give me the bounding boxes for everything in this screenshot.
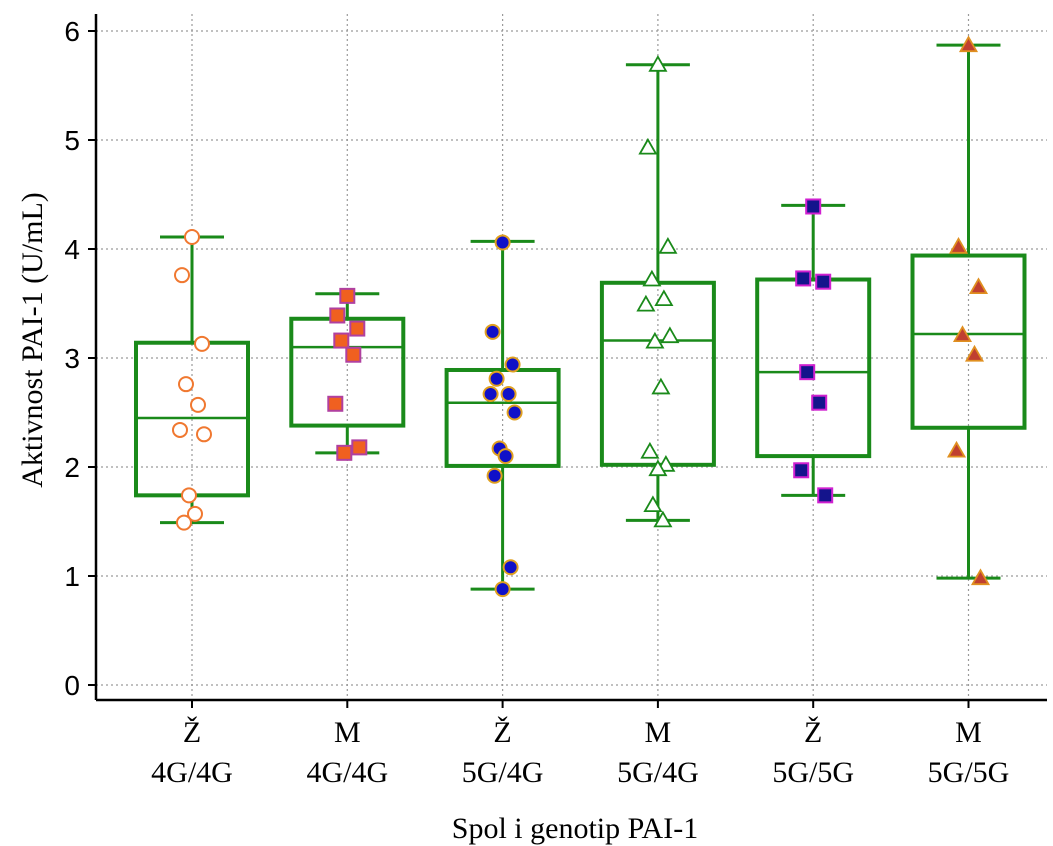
data-point bbox=[648, 459, 668, 477]
x-tick-label-sex: Ž bbox=[493, 716, 511, 749]
data-point bbox=[640, 441, 660, 459]
data-point bbox=[506, 404, 523, 421]
y-tick-label: 5 bbox=[64, 125, 80, 156]
data-point bbox=[811, 394, 828, 411]
data-point bbox=[968, 277, 989, 295]
data-point bbox=[176, 514, 192, 531]
boxes bbox=[134, 43, 1027, 591]
data-point bbox=[815, 273, 832, 290]
y-tick-label: 2 bbox=[64, 452, 80, 483]
data-point bbox=[502, 559, 519, 576]
data-point bbox=[327, 395, 344, 412]
data-point bbox=[178, 376, 194, 393]
data-point bbox=[336, 444, 353, 461]
data-point bbox=[484, 323, 501, 340]
data-point bbox=[190, 396, 206, 413]
data-points bbox=[172, 35, 991, 598]
y-axis-title: Aktivnost PAI-1 (U/mL) bbox=[16, 192, 49, 488]
box bbox=[289, 316, 406, 428]
data-point bbox=[958, 35, 979, 53]
data-point bbox=[660, 326, 680, 344]
x-tick-label-genotype: 5G/5G bbox=[928, 756, 1010, 789]
data-point bbox=[948, 237, 969, 254]
y-tick-label: 3 bbox=[64, 343, 80, 374]
data-point bbox=[651, 377, 671, 395]
data-point bbox=[817, 487, 834, 504]
data-point bbox=[194, 335, 210, 352]
data-point bbox=[504, 356, 521, 373]
box bbox=[444, 367, 561, 468]
data-point bbox=[184, 229, 200, 246]
data-point bbox=[952, 325, 973, 343]
data-point bbox=[638, 137, 658, 155]
data-point bbox=[645, 331, 665, 349]
grid bbox=[96, 14, 1047, 700]
y-tick-label: 4 bbox=[64, 234, 80, 265]
y-tick-label: 6 bbox=[64, 16, 80, 47]
data-point bbox=[964, 344, 985, 362]
data-point bbox=[174, 267, 190, 284]
x-axis-title: Spol i genotip PAI-1 bbox=[452, 812, 698, 845]
data-point bbox=[795, 270, 812, 287]
data-point bbox=[805, 198, 822, 215]
data-point bbox=[643, 495, 663, 513]
data-point bbox=[196, 426, 212, 443]
axes bbox=[88, 14, 1047, 708]
data-point bbox=[658, 237, 678, 254]
x-tick-label-sex: M bbox=[645, 716, 672, 749]
data-point bbox=[642, 269, 662, 287]
x-tick-label-genotype: 5G/5G bbox=[772, 756, 854, 789]
x-tick-label-genotype: 5G/4G bbox=[617, 756, 699, 789]
box bbox=[755, 277, 872, 459]
data-point bbox=[970, 568, 991, 586]
data-point bbox=[799, 364, 816, 381]
data-point bbox=[329, 307, 346, 324]
data-point bbox=[339, 287, 356, 304]
x-tick-label-sex: M bbox=[955, 716, 982, 749]
x-tick-label-genotype: 4G/4G bbox=[151, 756, 233, 789]
data-point bbox=[482, 385, 499, 402]
x-tick-label-sex: Ž bbox=[183, 716, 201, 749]
data-point bbox=[793, 462, 810, 479]
data-point bbox=[654, 289, 674, 307]
data-point bbox=[494, 581, 511, 598]
data-point bbox=[648, 54, 668, 72]
data-point bbox=[497, 448, 514, 465]
data-point bbox=[349, 320, 366, 337]
data-point bbox=[187, 505, 203, 522]
data-point bbox=[181, 487, 197, 504]
y-tick-label: 1 bbox=[64, 561, 80, 592]
data-point bbox=[500, 385, 517, 402]
data-point bbox=[333, 332, 350, 349]
x-tick-label-sex: M bbox=[334, 716, 361, 749]
y-tick-label: 0 bbox=[64, 670, 80, 701]
box bbox=[910, 253, 1027, 430]
data-point bbox=[494, 234, 511, 251]
data-point bbox=[946, 440, 967, 458]
data-point bbox=[488, 370, 505, 387]
x-tick-label-genotype: 5G/4G bbox=[462, 756, 544, 789]
data-point bbox=[653, 510, 673, 528]
data-point bbox=[636, 294, 656, 312]
data-point bbox=[345, 346, 362, 363]
x-tick-label-genotype: 4G/4G bbox=[306, 756, 388, 789]
x-tick-label-sex: Ž bbox=[804, 716, 822, 749]
tick-labels: 0 1 2 3 4 5 6 Ž 4G/4G M 4G/4G Ž 5G/4G M 5G/4G Ž 5G/5G M 5G… bbox=[64, 16, 1009, 789]
data-point bbox=[486, 467, 503, 484]
data-point bbox=[351, 439, 368, 456]
data-point bbox=[172, 421, 188, 438]
